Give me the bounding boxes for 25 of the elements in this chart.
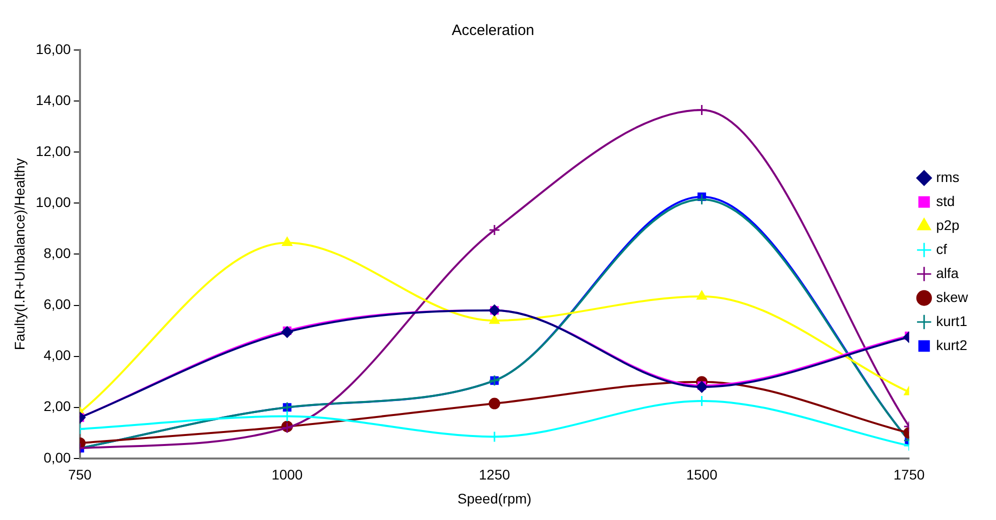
y-axis-title: Faulty(I.R+Unbalance)/Healthy	[11, 158, 28, 350]
y-tick-label: 8,00	[44, 245, 72, 262]
y-tick-label: 2,00	[44, 398, 72, 414]
x-tick-label: 1000	[272, 466, 303, 483]
x-tick-label: 1500	[686, 466, 718, 483]
legend-label: kurt1	[936, 312, 968, 329]
y-tick-label: 10,00	[36, 194, 72, 210]
x-tick-label: 750	[68, 466, 92, 483]
y-tick-label: 6,00	[44, 296, 72, 312]
legend-label: p2p	[936, 216, 960, 233]
chart-title: Acceleration	[452, 22, 534, 40]
legend-label: kurt2	[936, 336, 968, 353]
x-tick-label: 1750	[894, 466, 925, 483]
legend-label: rms	[936, 168, 960, 185]
y-tick-label: 4,00	[44, 347, 72, 364]
legend-label: std	[936, 192, 955, 209]
y-tick-label: 12,00	[36, 142, 72, 159]
y-tick-label: 0,00	[44, 449, 72, 466]
x-axis-title: Speed(rpm)	[458, 490, 532, 506]
y-tick-label: 14,00	[36, 92, 72, 108]
y-tick-label: 16,00	[36, 40, 72, 57]
legend-label: cf	[936, 240, 948, 257]
x-tick-label: 1250	[478, 466, 510, 483]
legend-label: alfa	[936, 264, 959, 281]
legend-label: skew	[936, 288, 969, 305]
